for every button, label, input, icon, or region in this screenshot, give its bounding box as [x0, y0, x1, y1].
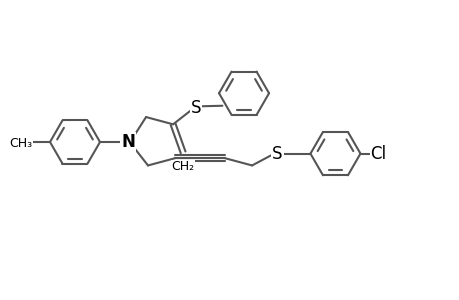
Text: CH₂: CH₂	[171, 160, 194, 173]
Text: N: N	[121, 133, 134, 151]
Text: Cl: Cl	[369, 145, 386, 163]
Text: S: S	[190, 99, 201, 117]
Text: S: S	[272, 145, 282, 163]
Text: CH₃: CH₃	[9, 136, 32, 149]
